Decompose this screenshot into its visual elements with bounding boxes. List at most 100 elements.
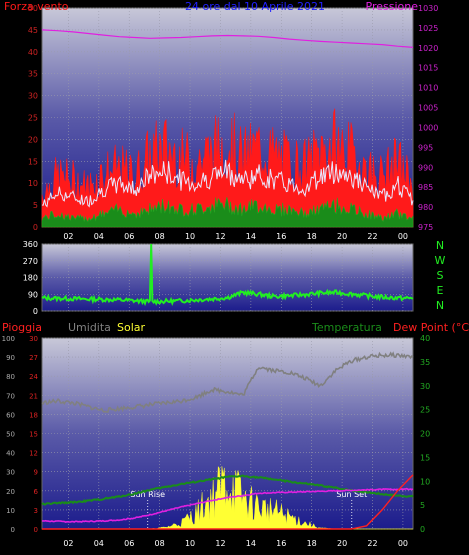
direction-tick-label: 270 bbox=[23, 257, 38, 266]
x-tick-label: 16 bbox=[276, 232, 286, 241]
wind-tick-label: 0 bbox=[33, 223, 38, 232]
x-tick-label: 12 bbox=[215, 232, 225, 241]
rain-tick-label: 27 bbox=[29, 354, 38, 362]
rain-tick-label: 18 bbox=[29, 411, 38, 419]
legend-entry: Pioggia bbox=[2, 321, 42, 334]
temperature-tick-label: 30 bbox=[420, 382, 430, 391]
rain-tick-label: 30 bbox=[29, 335, 38, 343]
sun-rise-label: Sun Rise bbox=[130, 490, 165, 499]
panel3-left-ticks-humidity: 0 10 20 30 40 50 60 70 80 90 100 bbox=[2, 335, 15, 534]
rain-tick-label: 15 bbox=[29, 431, 38, 439]
wind-average-series bbox=[41, 159, 414, 208]
x-tick-label: 16 bbox=[276, 539, 286, 548]
wind-tick-label: 15 bbox=[28, 157, 38, 166]
x-tick-label: 22 bbox=[367, 539, 377, 548]
panel1-series bbox=[41, 29, 414, 228]
x-tick-label: 20 bbox=[337, 539, 347, 548]
compass-letter: S bbox=[437, 269, 444, 282]
humidity-tick-label: 40 bbox=[6, 450, 15, 458]
pressure-tick-label: 1005 bbox=[418, 104, 438, 113]
pressure-tick-label: 1000 bbox=[418, 123, 438, 132]
rain-series bbox=[42, 474, 414, 530]
direction-tick-label: 90 bbox=[28, 290, 38, 299]
x-tick-label: 04 bbox=[94, 539, 104, 548]
temperature-tick-label: 35 bbox=[420, 358, 430, 367]
humidity-series bbox=[41, 351, 414, 413]
x-tick-label: 18 bbox=[307, 232, 317, 241]
temperature-tick-label: 15 bbox=[420, 453, 430, 462]
rain-tick-label: 0 bbox=[34, 526, 38, 534]
temperature-tick-label: 25 bbox=[420, 406, 430, 415]
panel1-left-ticks: 0 5 10 15 20 25 30 35 40 45 50 bbox=[28, 4, 38, 232]
rain-tick-label: 24 bbox=[29, 373, 38, 381]
humidity-tick-label: 80 bbox=[6, 373, 15, 381]
temperature-tick-label: 20 bbox=[420, 430, 430, 439]
wind-tick-label: 40 bbox=[28, 48, 38, 57]
humidity-tick-label: 30 bbox=[6, 469, 15, 477]
humidity-tick-label: 100 bbox=[2, 335, 15, 343]
panel-temp-humidity: Pioggia Umidita Solar Temperatura Dew Point … bbox=[2, 321, 469, 548]
wind-tick-label: 5 bbox=[33, 201, 38, 210]
panel1-right-ticks: 975 980 985 990 995 1000 1005 1010 1015 1020 1025 1… bbox=[418, 4, 438, 232]
x-tick-label: 02 bbox=[63, 539, 73, 548]
rain-tick-label: 12 bbox=[29, 450, 38, 458]
legend-entry: Dew Point (°C) bbox=[393, 321, 469, 334]
temperature-tick-label: 40 bbox=[420, 334, 430, 343]
pressure-tick-label: 1025 bbox=[418, 24, 438, 33]
pressure-tick-label: 995 bbox=[418, 143, 433, 152]
x-tick-label: 04 bbox=[94, 232, 104, 241]
humidity-tick-label: 0 bbox=[11, 526, 15, 534]
wind-tick-label: 30 bbox=[28, 92, 38, 101]
x-tick-label: 00 bbox=[398, 232, 408, 241]
rain-tick-label: 21 bbox=[29, 392, 38, 400]
temperature-tick-label: 5 bbox=[420, 501, 425, 510]
compass-letter: N bbox=[436, 239, 444, 252]
direction-tick-label: 180 bbox=[23, 274, 38, 283]
x-tick-label: 14 bbox=[246, 232, 256, 241]
wind-tick-label: 20 bbox=[28, 135, 38, 144]
pressure-axis-label: Pressione bbox=[366, 0, 419, 13]
wind-tick-label: 25 bbox=[28, 114, 38, 123]
panel3-legend: Pioggia Umidita Solar Temperatura Dew Point … bbox=[2, 321, 469, 334]
rain-tick-label: 6 bbox=[34, 488, 39, 496]
rain-tick-label: 9 bbox=[34, 469, 38, 477]
panel1-x-ticks: 02 04 06 08 10 12 14 16 18 20 22 00 bbox=[63, 232, 408, 241]
x-tick-label: 12 bbox=[215, 539, 225, 548]
temperature-tick-label: 0 bbox=[420, 525, 425, 534]
sun-set-label: Sun Set bbox=[336, 490, 367, 499]
panel3-x-ticks: 02 04 06 08 10 12 14 16 18 20 22 00 bbox=[63, 539, 408, 548]
pressure-tick-label: 975 bbox=[418, 223, 433, 232]
pressure-tick-label: 980 bbox=[418, 203, 433, 212]
direction-tick-label: 360 bbox=[23, 240, 38, 249]
panel3-left-ticks-rain: 0 3 6 9 12 15 18 21 24 27 30 bbox=[29, 335, 38, 534]
panel2-series bbox=[41, 243, 414, 307]
x-tick-label: 10 bbox=[185, 539, 195, 548]
compass-letter: E bbox=[437, 284, 444, 297]
wind-tick-label: 10 bbox=[28, 179, 38, 188]
humidity-tick-label: 90 bbox=[6, 354, 15, 362]
humidity-tick-label: 60 bbox=[6, 411, 15, 419]
wind-tick-label: 35 bbox=[28, 70, 38, 79]
panel3-right-ticks: 0 5 10 15 20 25 30 35 40 bbox=[420, 334, 430, 534]
humidity-tick-label: 50 bbox=[6, 431, 15, 439]
legend-entry: Temperatura bbox=[311, 321, 382, 334]
x-tick-label: 22 bbox=[367, 232, 377, 241]
pressure-tick-label: 1030 bbox=[418, 4, 438, 13]
x-tick-label: 06 bbox=[124, 232, 134, 241]
pressure-tick-label: 1020 bbox=[418, 44, 438, 53]
x-tick-label: 10 bbox=[185, 232, 195, 241]
wind-tick-label: 50 bbox=[28, 4, 38, 13]
chart-title: 24 ore dal 10 Aprile 2021 bbox=[185, 0, 325, 13]
pressure-tick-label: 1015 bbox=[418, 64, 438, 73]
humidity-tick-label: 10 bbox=[6, 507, 15, 515]
x-tick-label: 14 bbox=[246, 539, 256, 548]
panel2-left-ticks: 0 90 180 270 360 bbox=[23, 240, 38, 316]
pressure-tick-label: 1010 bbox=[418, 84, 438, 93]
humidity-tick-label: 70 bbox=[6, 392, 15, 400]
rain-tick-label: 3 bbox=[34, 507, 38, 515]
wind-axis-label: Forza vento bbox=[4, 0, 69, 13]
legend-entry: Solar bbox=[117, 321, 146, 334]
